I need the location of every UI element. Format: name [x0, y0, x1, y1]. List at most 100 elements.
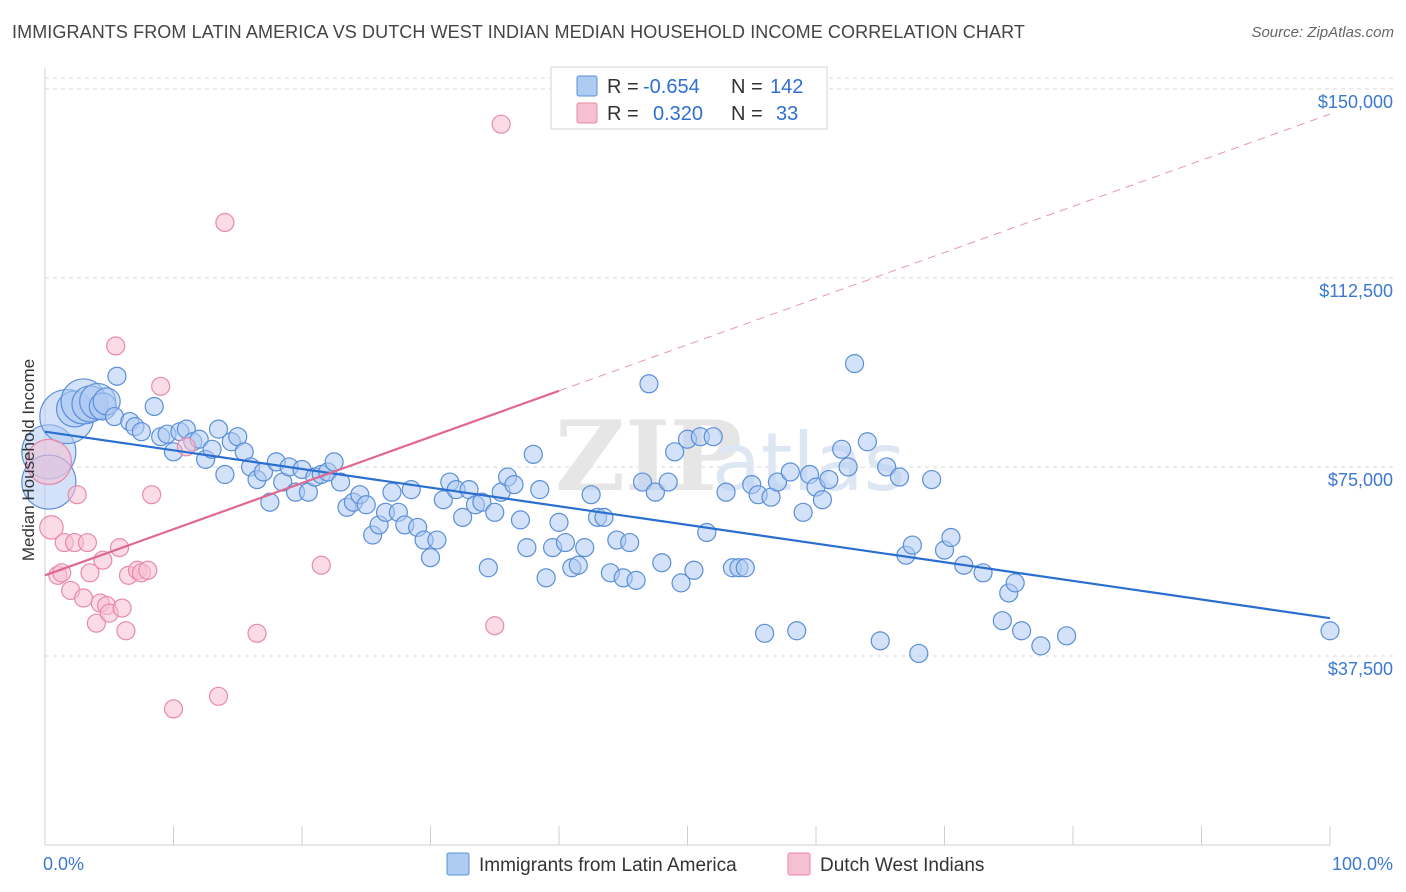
point-series-0-94	[658, 472, 678, 492]
point-series-1-10	[80, 563, 100, 583]
point-series-0-111	[780, 462, 800, 482]
bottom-legend-swatch-pink	[787, 852, 811, 876]
chart-source: Source: ZipAtlas.com	[1251, 24, 1394, 41]
point-series-0-108	[754, 623, 775, 643]
point-series-0-58	[427, 530, 447, 550]
point-series-0-120	[844, 354, 865, 374]
point-series-0-67	[485, 502, 505, 522]
point-series-0-118	[832, 439, 852, 459]
point-series-1-16	[106, 336, 126, 356]
point-series-0-117	[819, 469, 839, 490]
point-series-1-8	[73, 588, 94, 608]
point-series-0-88	[620, 532, 640, 553]
point-series-0-128	[922, 469, 942, 490]
point-series-0-91	[639, 374, 659, 394]
legend-swatch-blue	[576, 75, 598, 97]
point-series-1-31	[311, 555, 331, 575]
point-series-0-14	[144, 396, 164, 417]
point-series-0-32	[260, 492, 280, 512]
point-series-0-65	[472, 492, 492, 512]
x-tick-label-end: 100.0%	[1332, 854, 1393, 874]
point-series-0-123	[877, 457, 897, 477]
point-series-0-70	[504, 474, 524, 495]
point-series-0-75	[536, 568, 556, 588]
legend-n-label-1: N =	[731, 76, 763, 98]
point-series-1-24	[142, 485, 162, 505]
point-series-0-139	[1320, 621, 1340, 641]
point-series-0-133	[992, 611, 1012, 631]
point-series-1-7	[67, 485, 87, 505]
point-series-1-33	[491, 114, 511, 134]
point-series-1-18	[112, 598, 132, 618]
point-series-1-11	[86, 613, 107, 633]
point-series-0-127	[909, 643, 929, 664]
point-series-0-47	[356, 495, 376, 515]
point-series-0-102	[716, 482, 736, 502]
point-series-0-59	[433, 490, 453, 510]
bottom-legend: Immigrants from Latin America Dutch West…	[446, 852, 984, 876]
point-series-1-32	[485, 616, 505, 636]
point-series-0-57	[420, 548, 441, 568]
point-series-0-13	[131, 422, 151, 442]
point-series-1-19	[116, 621, 136, 641]
bottom-legend-label-blue: Immigrants from Latin America	[479, 855, 737, 876]
bottom-legend-label-pink: Dutch West Indians	[820, 855, 984, 876]
point-series-0-73	[523, 444, 543, 464]
point-series-0-10	[107, 366, 127, 386]
point-series-0-110	[767, 472, 788, 492]
point-series-0-43	[330, 472, 351, 492]
legend-n-value-2: 33	[776, 103, 798, 125]
point-series-0-136	[1011, 621, 1032, 641]
legend-n-value-1: 142	[770, 76, 803, 98]
y-tick-label-3: $150,000	[1318, 92, 1393, 112]
point-series-0-122	[870, 631, 890, 651]
point-series-0-89	[626, 570, 646, 590]
grid-lines	[45, 77, 1395, 657]
point-series-0-98	[684, 560, 704, 580]
point-series-0-116	[812, 490, 833, 510]
point-series-0-121	[857, 432, 878, 452]
point-series-0-23	[202, 439, 222, 459]
legend-r-label-2: R =	[607, 103, 639, 125]
point-series-1-1	[39, 515, 64, 540]
point-series-0-124	[889, 467, 910, 487]
point-series-0-119	[838, 457, 858, 477]
tick-labels: $37,500 $75,000 $112,500 $150,000 0.0% 100.0%	[43, 92, 1393, 874]
legend-n-label-2: N =	[731, 103, 763, 125]
point-series-0-101	[703, 427, 723, 447]
point-series-0-93	[652, 553, 672, 573]
trend-line-0	[44, 430, 1331, 620]
point-series-0-80	[568, 555, 588, 575]
point-series-0-138	[1056, 626, 1077, 646]
point-series-1-29	[215, 212, 235, 233]
point-series-0-71	[510, 510, 531, 530]
point-series-0-66	[478, 558, 498, 578]
point-series-0-78	[555, 532, 576, 553]
point-series-0-81	[575, 538, 595, 558]
legend-r-label-1: R =	[607, 76, 639, 98]
trend-line-1-dashed	[558, 113, 1331, 392]
point-series-0-126	[902, 535, 922, 555]
y-tick-label-1: $75,000	[1328, 470, 1393, 490]
point-series-0-135	[1005, 573, 1025, 593]
point-series-0-62	[453, 507, 473, 527]
point-series-0-113	[793, 502, 813, 522]
watermark-atlas: atlas	[712, 416, 905, 509]
point-series-0-90	[632, 472, 653, 492]
point-series-1-26	[163, 699, 184, 719]
point-series-1-30	[247, 623, 267, 643]
point-series-1-9	[77, 532, 98, 553]
legend-r-value-1: -0.654	[643, 76, 700, 98]
trend-lines	[44, 113, 1331, 620]
point-series-0-82	[581, 485, 601, 505]
point-series-0-112	[787, 621, 807, 641]
x-tick-label-start: 0.0%	[43, 854, 84, 874]
y-axis-label: Median Household Income	[19, 359, 38, 561]
point-series-0-74	[530, 480, 550, 500]
point-series-0-24	[208, 419, 229, 439]
point-series-0-96	[671, 573, 691, 593]
legend-swatch-pink	[576, 102, 598, 124]
point-series-0-95	[665, 442, 685, 462]
y-tick-label-0: $37,500	[1328, 659, 1393, 679]
point-series-0-130	[941, 527, 961, 548]
